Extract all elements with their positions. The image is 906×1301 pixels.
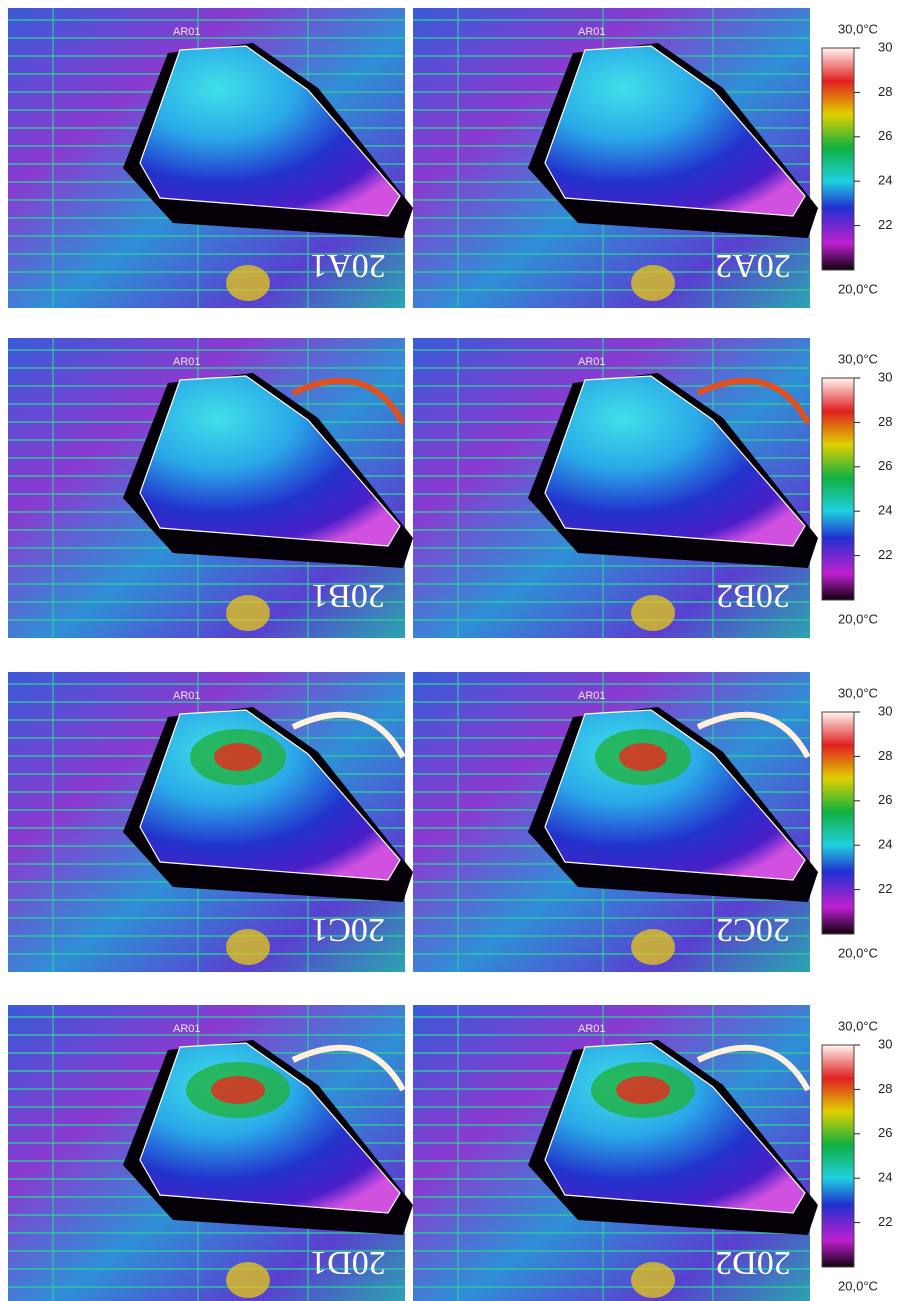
colorbar-tick-label: 28 bbox=[878, 414, 892, 429]
thermal-image: AR01 20C2 bbox=[413, 672, 818, 972]
hot-spot bbox=[631, 1262, 675, 1298]
region-label: AR01 bbox=[173, 690, 201, 702]
colorbar-min: 20,0°C bbox=[838, 281, 878, 296]
region-label: AR01 bbox=[578, 356, 606, 368]
colorbar-max: 30,0°C bbox=[838, 21, 878, 36]
colorbar-tick-label: 26 bbox=[878, 128, 892, 143]
colorbar-max: 30,0°C bbox=[838, 1018, 878, 1033]
colorbar-tick-label: 24 bbox=[878, 173, 892, 188]
colorbar-tick-label: 28 bbox=[878, 748, 892, 763]
colorbar bbox=[821, 711, 855, 935]
warm-area bbox=[214, 743, 262, 771]
warm-area bbox=[211, 1076, 265, 1104]
colorbar-tick-label: 28 bbox=[878, 84, 892, 99]
hot-spot bbox=[631, 929, 675, 965]
colorbar-tick-label: 30 bbox=[878, 369, 892, 384]
sample-label: 20A1 bbox=[310, 247, 386, 284]
region-label: AR01 bbox=[173, 356, 201, 368]
colorbar-tick-label: 26 bbox=[878, 792, 892, 807]
colorbar-tick-label: 22 bbox=[878, 547, 892, 562]
colorbar-tick-label: 24 bbox=[878, 837, 892, 852]
colorbar bbox=[821, 1044, 855, 1268]
pipe bbox=[291, 1044, 406, 1092]
object bbox=[544, 45, 806, 217]
sample-label: 20D1 bbox=[310, 1244, 386, 1281]
pipe bbox=[291, 711, 406, 759]
hot-spot bbox=[226, 595, 270, 631]
colorbar-tick-label: 22 bbox=[878, 1214, 892, 1229]
sample-label: 20D2 bbox=[715, 1244, 791, 1281]
hot-spot bbox=[226, 1262, 270, 1298]
thermal-image: AR01 20B2 bbox=[413, 338, 818, 638]
object bbox=[139, 45, 401, 217]
colorbar bbox=[821, 377, 855, 601]
region-label: AR01 bbox=[578, 26, 606, 38]
hot-spot bbox=[226, 929, 270, 965]
thermal-image: AR01 20A1 bbox=[8, 8, 413, 308]
colorbar-tick-label: 22 bbox=[878, 881, 892, 896]
thermal-image: AR01 20C1 bbox=[8, 672, 413, 972]
thermal-image: AR01 20D2 bbox=[413, 1005, 818, 1301]
hot-spot bbox=[631, 595, 675, 631]
sample-label: 20B2 bbox=[716, 577, 790, 614]
thermal-image: AR01 20D1 bbox=[8, 1005, 413, 1301]
pipe bbox=[291, 377, 406, 425]
colorbar-tick-label: 28 bbox=[878, 1081, 892, 1096]
sample-label: 20C2 bbox=[716, 911, 790, 948]
colorbar-tick-label: 30 bbox=[878, 703, 892, 718]
warm-area bbox=[619, 743, 667, 771]
region-label: AR01 bbox=[578, 1023, 606, 1035]
region-label: AR01 bbox=[173, 26, 201, 38]
thermal-image: AR01 20A2 bbox=[413, 8, 818, 308]
colorbar bbox=[821, 47, 855, 271]
colorbar-tick-label: 26 bbox=[878, 1125, 892, 1140]
region-label: AR01 bbox=[173, 1023, 201, 1035]
region-label: AR01 bbox=[578, 690, 606, 702]
colorbar-tick-label: 26 bbox=[878, 458, 892, 473]
sample-label: 20A2 bbox=[715, 247, 791, 284]
warm-area bbox=[616, 1076, 670, 1104]
pipe bbox=[696, 377, 811, 425]
hot-spot bbox=[631, 265, 675, 301]
hot-spot bbox=[226, 265, 270, 301]
sample-label: 20C1 bbox=[311, 911, 385, 948]
colorbar-min: 20,0°C bbox=[838, 945, 878, 960]
object bbox=[139, 375, 401, 547]
thermal-image: AR01 20B1 bbox=[8, 338, 413, 638]
sample-label: 20B1 bbox=[311, 577, 385, 614]
colorbar-max: 30,0°C bbox=[838, 685, 878, 700]
pipe bbox=[696, 711, 811, 759]
colorbar-tick-label: 24 bbox=[878, 503, 892, 518]
colorbar-min: 20,0°C bbox=[838, 1278, 878, 1293]
colorbar-tick-label: 24 bbox=[878, 1170, 892, 1185]
colorbar-tick-label: 30 bbox=[878, 39, 892, 54]
colorbar-min: 20,0°C bbox=[838, 611, 878, 626]
colorbar-tick-label: 22 bbox=[878, 217, 892, 232]
colorbar-max: 30,0°C bbox=[838, 351, 878, 366]
colorbar-tick-label: 30 bbox=[878, 1036, 892, 1051]
pipe bbox=[696, 1044, 811, 1092]
object bbox=[544, 375, 806, 547]
